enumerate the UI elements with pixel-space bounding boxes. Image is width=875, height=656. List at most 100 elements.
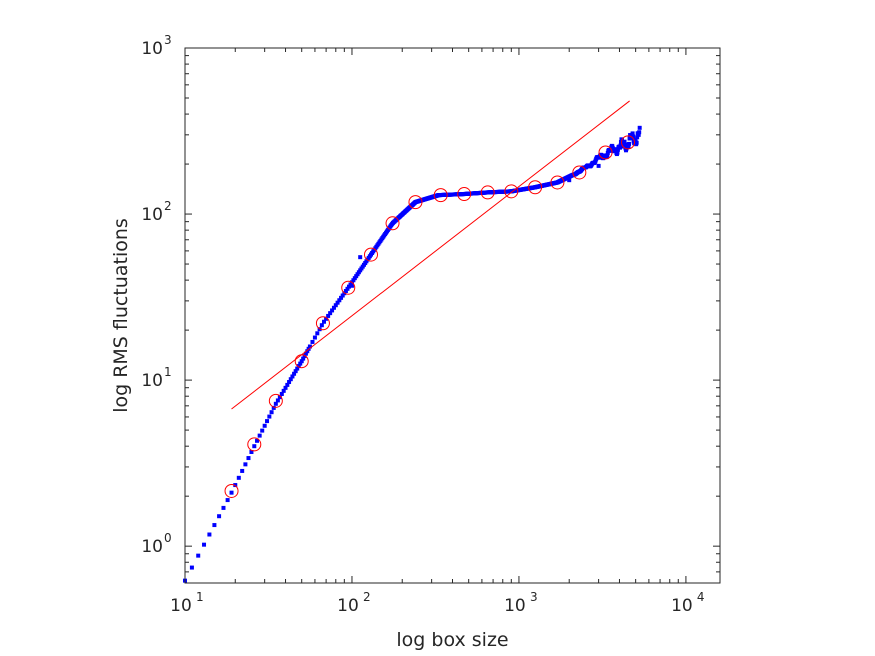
data-point bbox=[315, 331, 320, 336]
data-point bbox=[345, 286, 350, 291]
data-point bbox=[240, 468, 245, 473]
data-point bbox=[596, 163, 601, 168]
data-point bbox=[277, 395, 282, 400]
data-point bbox=[236, 475, 241, 480]
data-point bbox=[295, 366, 300, 371]
data-point bbox=[269, 410, 274, 415]
data-point bbox=[267, 414, 272, 419]
data-point bbox=[480, 185, 495, 200]
data-point bbox=[635, 135, 640, 140]
data-point bbox=[352, 276, 357, 281]
data-point bbox=[408, 195, 423, 210]
data-point bbox=[265, 419, 270, 424]
x-tick-label: 10 bbox=[671, 596, 693, 616]
data-point bbox=[202, 542, 207, 547]
data-point bbox=[299, 359, 304, 364]
x-tick-label: 10 bbox=[170, 596, 192, 616]
data-point bbox=[243, 462, 248, 467]
data-point bbox=[303, 351, 308, 356]
data-point bbox=[189, 565, 194, 570]
data-point bbox=[341, 280, 356, 295]
data-point bbox=[631, 134, 636, 139]
data-point bbox=[221, 505, 226, 510]
data-point bbox=[637, 125, 642, 130]
data-point bbox=[319, 323, 324, 328]
data-point bbox=[621, 135, 636, 150]
data-point bbox=[224, 483, 239, 498]
data-point bbox=[247, 437, 262, 452]
x-axis-label: log box size bbox=[396, 629, 508, 651]
data-point bbox=[255, 438, 260, 443]
data-point bbox=[567, 178, 572, 183]
data-point bbox=[598, 145, 613, 160]
data-point bbox=[249, 450, 254, 454]
data-point bbox=[605, 150, 610, 155]
y-axis-label: log RMS fluctuations bbox=[110, 218, 132, 413]
data-point bbox=[610, 146, 615, 151]
data-point bbox=[268, 393, 283, 408]
data-point bbox=[293, 369, 298, 374]
data-point bbox=[335, 300, 340, 305]
x-tick-exponent: 1 bbox=[196, 590, 204, 604]
data-point bbox=[349, 283, 354, 288]
data-point bbox=[339, 295, 344, 300]
data-point bbox=[207, 532, 212, 537]
data-point bbox=[196, 553, 201, 558]
data-point bbox=[257, 433, 262, 438]
x-tick-exponent: 3 bbox=[530, 590, 538, 604]
data-point bbox=[627, 141, 632, 146]
y-tick-label: 10 bbox=[141, 371, 163, 391]
axis-ticks bbox=[184, 47, 720, 584]
data-point bbox=[364, 247, 378, 262]
y-tick-exponent: 2 bbox=[164, 199, 172, 213]
data-point bbox=[528, 180, 543, 195]
data-point bbox=[273, 401, 278, 406]
x-tick-label: 10 bbox=[504, 596, 526, 616]
data-point bbox=[212, 523, 217, 528]
data-point bbox=[605, 153, 610, 158]
data-point bbox=[302, 354, 307, 359]
data-point bbox=[287, 380, 292, 385]
data-point bbox=[636, 132, 641, 137]
data-point bbox=[626, 144, 631, 149]
x-tick-exponent: 2 bbox=[363, 590, 371, 604]
data-point bbox=[217, 514, 222, 519]
data-point bbox=[351, 278, 356, 283]
data-point bbox=[290, 374, 295, 379]
data-point bbox=[275, 398, 280, 403]
data-point bbox=[285, 382, 290, 387]
y-tick-label: 10 bbox=[141, 205, 163, 225]
data-point bbox=[622, 139, 627, 144]
data-point bbox=[288, 377, 293, 382]
data-point bbox=[292, 371, 297, 376]
data-point bbox=[260, 428, 265, 433]
data-point bbox=[613, 148, 618, 153]
data-point bbox=[246, 456, 251, 461]
data-point bbox=[283, 385, 288, 390]
y-tick-exponent: 0 bbox=[164, 531, 172, 545]
data-point bbox=[307, 344, 312, 349]
data-point bbox=[301, 356, 306, 361]
data-point bbox=[331, 305, 336, 310]
data-point bbox=[617, 145, 622, 150]
data-point bbox=[550, 175, 565, 190]
y-tick-label: 10 bbox=[141, 39, 163, 59]
data-point bbox=[279, 391, 284, 396]
data-point bbox=[457, 187, 472, 202]
data-point bbox=[343, 289, 348, 293]
data-point bbox=[328, 311, 333, 316]
blue-data-series bbox=[183, 125, 642, 583]
data-point bbox=[385, 216, 400, 231]
data-point bbox=[305, 349, 310, 354]
data-point bbox=[572, 165, 587, 180]
data-point bbox=[262, 423, 267, 428]
data-point bbox=[347, 284, 352, 289]
data-point bbox=[312, 335, 317, 340]
data-point bbox=[271, 405, 276, 410]
x-tick-labels: 10 1 10 2 10 3 10 4 bbox=[170, 590, 704, 616]
data-point bbox=[252, 444, 257, 449]
data-point bbox=[433, 188, 448, 203]
fit-line-series bbox=[231, 100, 630, 410]
data-point bbox=[294, 354, 309, 369]
y-tick-exponent: 1 bbox=[164, 365, 172, 379]
